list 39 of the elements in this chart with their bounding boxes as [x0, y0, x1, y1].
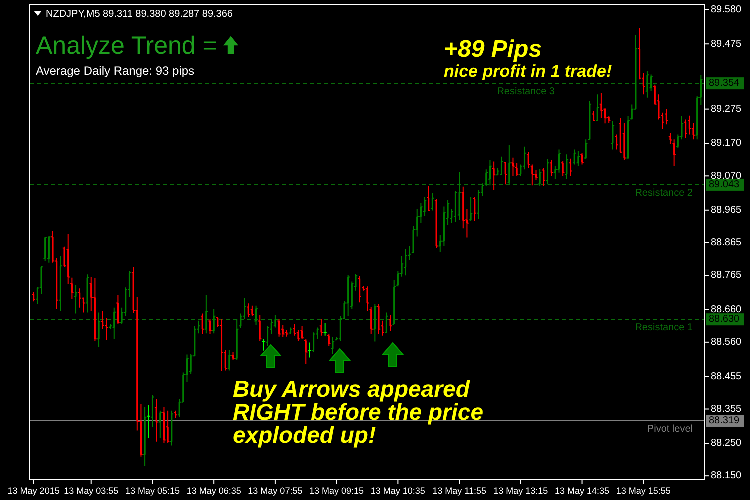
y-tick-label: 89.354 — [709, 78, 740, 90]
y-tick-label: 89.043 — [709, 180, 740, 191]
x-tick-label: 13 May 09:15 — [310, 486, 364, 496]
y-tick-label: 88.765 — [711, 270, 742, 282]
ref-line-label: Resistance 1 — [635, 322, 694, 334]
y-tick-label: 88.355 — [711, 404, 742, 415]
y-tick-label: 88.319 — [709, 416, 740, 427]
annotation: Buy Arrows appeared RIGHT before the price exploded up! — [233, 376, 484, 448]
annotation: +89 Pips — [444, 36, 542, 63]
x-tick-label: 13 May 05:15 — [125, 486, 180, 496]
x-tick-label: 13 May 13:15 — [494, 486, 548, 496]
annotation: Average Daily Range: 93 pips — [36, 64, 195, 78]
y-tick-label: 89.070 — [711, 170, 742, 182]
x-tick-label: 13 May 15:55 — [616, 486, 671, 496]
x-tick-label: 13 May 07:55 — [248, 486, 303, 496]
ref-line-label: Resistance 2 — [635, 188, 694, 199]
y-tick-label: 88.455 — [711, 371, 742, 382]
ref-line-label: Resistance 3 — [497, 86, 556, 98]
y-tick-label: 89.580 — [711, 4, 742, 16]
y-tick-label: 88.630 — [709, 314, 740, 326]
y-tick-label: 89.275 — [711, 104, 742, 115]
y-tick-label: 88.560 — [711, 337, 742, 348]
y-tick-label: 88.250 — [711, 438, 742, 450]
annotation: nice profit in 1 trade! — [444, 62, 612, 81]
x-tick-label: 13 May 11:55 — [432, 486, 486, 496]
y-tick-label: 88.150 — [711, 470, 742, 482]
chart-title: NZDJPY,M5 89.311 89.380 89.287 89.366 — [46, 9, 234, 20]
x-tick-label: 13 May 03:55 — [64, 486, 119, 496]
x-tick-label: 13 May 14:35 — [555, 486, 610, 496]
x-tick-label: 13 May 10:35 — [370, 486, 426, 496]
x-tick-label: 13 May 2015 — [8, 486, 60, 496]
y-tick-label: 89.170 — [711, 138, 742, 150]
annotation: Analyze Trend = — [36, 32, 218, 60]
y-tick-label: 89.475 — [711, 38, 742, 50]
x-tick-label: 13 May 06:35 — [186, 486, 242, 496]
ref-line-label: Pivot level — [647, 424, 693, 435]
y-tick-label: 88.660 — [711, 304, 742, 316]
y-tick-label: 88.965 — [711, 205, 742, 216]
y-tick-label: 88.865 — [711, 238, 742, 249]
